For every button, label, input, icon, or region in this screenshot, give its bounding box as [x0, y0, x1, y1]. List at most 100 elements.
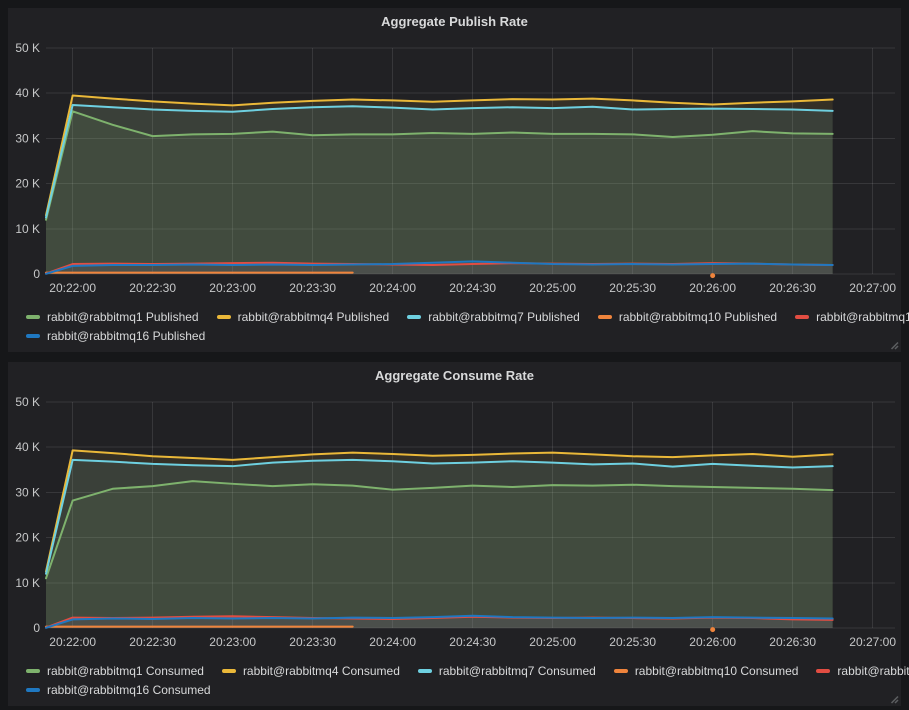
- x-tick-label: 20:23:00: [209, 635, 256, 649]
- legend-item[interactable]: rabbit@rabbitmq16 Consumed: [26, 683, 211, 697]
- series-rabbit-rabbitmq16-published: [45, 260, 834, 275]
- y-axis: 0 10 K 20 K 30 K 40 K 50 K: [15, 395, 40, 635]
- legend-item[interactable]: rabbit@rabbitmq16 Published: [26, 329, 205, 343]
- legend-label: rabbit@rabbitmq4 Consumed: [242, 663, 400, 678]
- x-tick-label: 20:26:30: [769, 281, 816, 295]
- y-axis: 0 10 K 20 K 30 K 40 K 50 K: [15, 41, 40, 281]
- x-tick-label: 20:27:00: [849, 635, 896, 649]
- resize-handle-icon[interactable]: [890, 341, 899, 350]
- x-tick-label: 20:22:30: [129, 635, 176, 649]
- legend-item[interactable]: rabbit@rabbitmq13 Consumed: [816, 664, 909, 678]
- x-tick-label: 20:25:30: [609, 635, 656, 649]
- legend-swatch-icon: [417, 668, 432, 673]
- series-rabbit-rabbitmq1-consumed: [45, 480, 834, 580]
- y-tick-label: 20 K: [15, 531, 40, 545]
- isolated-point: [710, 273, 716, 279]
- series-areas: [46, 450, 833, 628]
- x-tick-label: 20:23:30: [289, 281, 336, 295]
- panel-title[interactable]: Aggregate Publish Rate: [381, 14, 528, 29]
- legend-item[interactable]: rabbit@rabbitmq10 Published: [597, 310, 777, 324]
- legend-item[interactable]: rabbit@rabbitmq13 Published: [795, 310, 909, 324]
- legend-label: rabbit@rabbitmq4 Published: [237, 309, 390, 324]
- series-rabbit-rabbitmq7-published: [45, 103, 834, 219]
- y-tick-label: 0: [33, 267, 40, 281]
- legend-item[interactable]: rabbit@rabbitmq7 Published: [407, 310, 580, 324]
- legend-item[interactable]: rabbit@rabbitmq1 Published: [26, 310, 199, 324]
- y-tick-label: 10 K: [15, 576, 40, 590]
- legend-label: rabbit@rabbitmq16 Consumed: [47, 682, 211, 697]
- y-tick-label: 50 K: [15, 41, 40, 55]
- legend-swatch-icon: [816, 668, 831, 673]
- legend-label: rabbit@rabbitmq10 Consumed: [634, 663, 799, 678]
- legend-row: rabbit@rabbitmq1 Consumed rabbit@rabbitmq…: [26, 661, 909, 680]
- series-rabbit-rabbitmq4-published: [45, 94, 834, 217]
- y-tick-label: 30 K: [15, 485, 40, 499]
- legend-label: rabbit@rabbitmq13 Consumed: [837, 663, 909, 678]
- legend-item[interactable]: rabbit@rabbitmq1 Consumed: [26, 664, 204, 678]
- x-tick-label: 20:23:30: [289, 635, 336, 649]
- x-tick-label: 20:24:30: [449, 635, 496, 649]
- x-tick-label: 20:24:00: [369, 281, 416, 295]
- x-tick-label: 20:26:00: [689, 635, 736, 649]
- legend-item[interactable]: rabbit@rabbitmq4 Consumed: [221, 663, 400, 678]
- legend-label: rabbit@rabbitmq1 Consumed: [47, 663, 204, 678]
- x-tick-label: 20:24:30: [449, 281, 496, 295]
- series-areas: [46, 95, 833, 275]
- legend-label: rabbit@rabbitmq13 Published: [816, 309, 909, 324]
- x-tick-label: 20:22:00: [49, 635, 96, 649]
- grid: [46, 47, 895, 275]
- legend-label: rabbit@rabbitmq7 Published: [428, 309, 580, 324]
- legend-row: rabbit@rabbitmq16 Consumed: [26, 680, 909, 699]
- legend-swatch-icon: [26, 333, 40, 338]
- legend-label: rabbit@rabbitmq7 Consumed: [438, 663, 596, 678]
- legend-swatch-icon: [26, 668, 40, 673]
- legend-item[interactable]: rabbit@rabbitmq4 Published: [216, 309, 390, 324]
- y-tick-label: 10 K: [15, 222, 40, 236]
- legend: rabbit@rabbitmq1 Consumed rabbit@rabbitmq…: [26, 661, 909, 699]
- grid: [46, 401, 895, 629]
- legend-swatch-icon: [26, 687, 40, 692]
- y-tick-label: 30 K: [15, 131, 40, 145]
- legend-label: rabbit@rabbitmq16 Published: [47, 328, 206, 343]
- panel-title[interactable]: Aggregate Consume Rate: [375, 368, 534, 383]
- panel-aggregate-consume-rate: Aggregate Consume Rate 0 10 K 20 K 30 K 40 K…: [8, 362, 909, 706]
- y-tick-label: 40 K: [15, 86, 40, 100]
- y-tick-label: 50 K: [15, 395, 40, 409]
- x-axis: 20:22:00 20:22:30 20:23:00 20:23:30 20:24:00…: [49, 281, 896, 295]
- legend-swatch-icon: [795, 314, 810, 319]
- legend: rabbit@rabbitmq1 Published rabbit@rabbitm…: [26, 307, 909, 345]
- series-rabbit-rabbitmq7-consumed: [45, 458, 834, 575]
- legend-swatch-icon: [613, 668, 628, 673]
- x-tick-label: 20:24:00: [369, 635, 416, 649]
- resize-handle-icon[interactable]: [890, 695, 899, 704]
- legend-swatch-icon: [221, 668, 236, 673]
- legend-swatch-icon: [407, 314, 422, 319]
- y-tick-label: 40 K: [15, 440, 40, 454]
- legend-swatch-icon: [26, 314, 40, 319]
- series-rabbit-rabbitmq10-consumed: [45, 625, 716, 633]
- series-rabbit-rabbitmq16-consumed: [45, 614, 834, 629]
- legend-item[interactable]: rabbit@rabbitmq7 Consumed: [417, 663, 596, 678]
- legend-item[interactable]: rabbit@rabbitmq10 Consumed: [613, 663, 799, 678]
- publish-rate-chart[interactable]: 010 K20 K30 K40 K50 K20:22:00 20:22:30 20:…: [8, 8, 901, 303]
- x-tick-label: 20:26:30: [769, 635, 816, 649]
- x-tick-label: 20:23:00: [209, 281, 256, 295]
- consume-rate-chart[interactable]: 010 K20 K30 K40 K50 K20:22:00 20:22:30 20:…: [8, 362, 901, 657]
- x-tick-label: 20:27:00: [849, 281, 896, 295]
- x-tick-label: 20:25:00: [529, 281, 576, 295]
- x-tick-label: 20:25:00: [529, 635, 576, 649]
- y-tick-label: 20 K: [15, 177, 40, 191]
- x-tick-label: 20:22:30: [129, 281, 176, 295]
- legend-swatch-icon: [216, 314, 231, 319]
- legend-label: rabbit@rabbitmq1 Published: [47, 309, 199, 324]
- series-rabbit-rabbitmq10-published: [45, 271, 716, 279]
- x-tick-label: 20:26:00: [689, 281, 736, 295]
- y-tick-label: 0: [33, 621, 40, 635]
- legend-row: rabbit@rabbitmq1 Published rabbit@rabbitm…: [26, 307, 909, 326]
- x-axis: 20:22:00 20:22:30 20:23:00 20:23:30 20:24:00…: [49, 635, 896, 649]
- series-rabbit-rabbitmq4-consumed: [45, 449, 834, 573]
- x-tick-label: 20:25:30: [609, 281, 656, 295]
- legend-row: rabbit@rabbitmq16 Published: [26, 326, 909, 345]
- series-rabbit-rabbitmq1-published: [45, 110, 834, 221]
